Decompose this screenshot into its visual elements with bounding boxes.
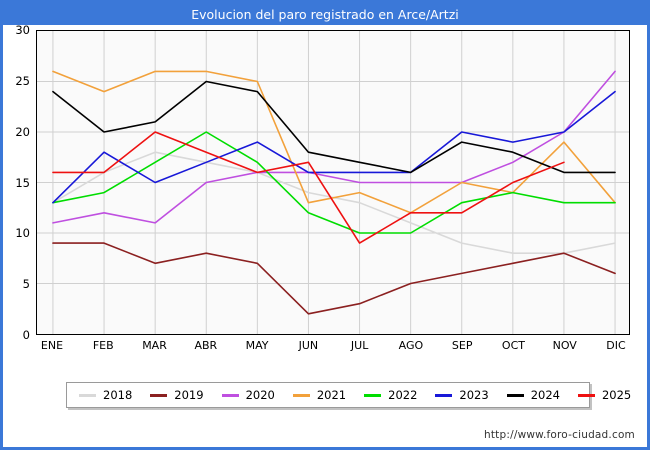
series-line-2023: [52, 90, 616, 204]
y-axis-tick-label: 10: [15, 226, 30, 241]
legend-item-2024[interactable]: 2024: [506, 388, 560, 402]
legend-label: 2023: [459, 388, 489, 402]
legend-color-swatch: [435, 393, 453, 397]
y-axis-tick-label: 15: [15, 175, 30, 190]
legend-label: 2020: [245, 388, 275, 402]
x-axis-tick-label: AGO: [398, 339, 424, 352]
legend-color-swatch: [364, 393, 382, 397]
legend-color-swatch: [506, 393, 524, 397]
legend-label: 2025: [601, 388, 632, 402]
x-axis-tick-label: ENE: [40, 339, 64, 352]
legend-item-2019[interactable]: 2019: [150, 388, 204, 402]
series-line-2021: [52, 70, 616, 214]
y-axis-tick-label: 30: [15, 23, 30, 37]
series-line-2019: [52, 242, 616, 315]
legend-color-swatch: [292, 393, 310, 397]
legend-label: 2021: [316, 388, 347, 402]
y-axis-tick-label: 5: [22, 277, 30, 292]
legend-color-swatch: [150, 393, 168, 397]
x-axis-tick-label: NOV: [552, 339, 577, 352]
x-axis-tick-label: FEB: [92, 339, 114, 352]
page-title: Evolucion del paro registrado en Arce/Ar…: [191, 6, 459, 22]
plot-area: [36, 30, 630, 335]
legend-label: 2019: [174, 388, 204, 402]
x-axis-tick-label: SEP: [451, 339, 473, 352]
x-axis-tick-label: JUL: [350, 339, 369, 352]
window-title-bar: Evolucion del paro registrado en Arce/Ar…: [3, 3, 647, 25]
x-axis-tick-label: OCT: [501, 339, 525, 352]
legend-item-2025[interactable]: 2025: [577, 388, 632, 402]
line-chart: [37, 31, 629, 334]
x-axis-tick-label: DIC: [606, 339, 626, 352]
x-axis-tick-label: JUN: [298, 339, 319, 352]
series-line-2020: [52, 70, 616, 224]
x-axis-labels: ENE FEB MAR ABR MAY JUN JUL AGO SEP OCT NOV DIC: [36, 339, 630, 357]
chart-legend: 2018 2019 2020 2021 2022 2023 2024 2025: [66, 382, 631, 408]
series-line-2025: [52, 131, 565, 244]
y-axis-tick-label: 20: [15, 124, 30, 139]
legend-color-swatch: [79, 393, 96, 397]
legend-item-2023[interactable]: 2023: [435, 388, 489, 402]
legend-label: 2024: [530, 388, 560, 402]
y-axis-tick-label: 0: [22, 328, 30, 342]
plot-frame: [36, 30, 630, 335]
legend-label: 2022: [388, 388, 418, 402]
legend-color-swatch: [577, 393, 595, 397]
legend-item-2020[interactable]: 2020: [221, 388, 275, 402]
x-axis-tick-label: MAY: [245, 339, 269, 352]
x-axis-tick-label: MAR: [142, 339, 167, 352]
x-axis-tick-label: ABR: [194, 339, 218, 352]
legend-item-2021[interactable]: 2021: [292, 388, 347, 402]
series-line-2022: [52, 131, 616, 234]
legend-color-swatch: [221, 393, 239, 397]
source-url: http://www.foro-ciudad.com: [484, 429, 635, 441]
y-axis-labels: 30 25 20 15 10 5 0: [3, 23, 34, 342]
legend-item-2022[interactable]: 2022: [364, 388, 417, 402]
series-line-2024: [52, 80, 616, 174]
y-axis-tick-label: 25: [15, 73, 30, 88]
legend-item-2018[interactable]: 2018: [79, 388, 132, 402]
legend-label: 2018: [103, 388, 133, 402]
